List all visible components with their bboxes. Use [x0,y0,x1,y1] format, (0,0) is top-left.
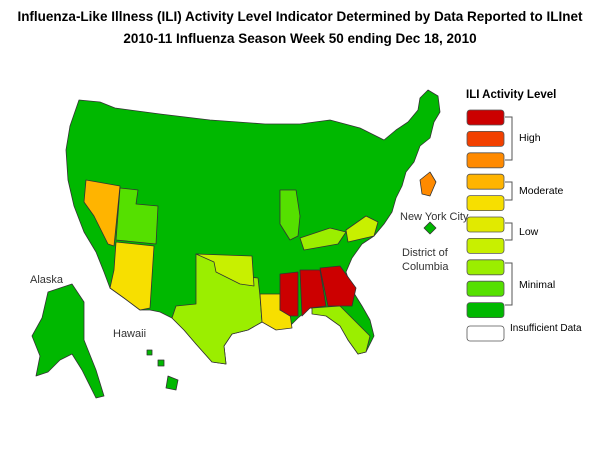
legend-swatch-level-0 [466,325,505,342]
state-hawaii-3 [165,375,179,391]
legend-swatch-level-8 [466,152,505,169]
nyc-label: New York City [400,211,469,223]
state-alaska [31,283,105,399]
hawaii-label: Hawaii [113,328,146,340]
legend: ILI Activity Level High Moderate Low Min… [466,89,582,342]
state-utah [115,187,159,245]
map-subtitle: 2010-11 Influenza Season Week 50 ending … [123,31,477,46]
legend-swatch-level-6 [466,195,505,212]
state-virginia [345,215,379,243]
legend-swatch-level-5 [466,216,505,233]
legend-swatch-level-4 [466,237,505,254]
state-new-jersey-nyc [419,171,437,197]
legend-swatch-level-1 [466,302,505,319]
legend-label-insufficient: Insufficient Data [510,323,582,334]
legend-label-minimal: Minimal [519,279,555,291]
alaska-label: Alaska [30,274,64,286]
state-kentucky [299,227,347,251]
legend-brackets [505,116,513,306]
state-mississippi [279,271,299,317]
state-alabama [299,269,327,317]
state-arizona [109,241,155,311]
legend-swatch-level-10 [466,109,505,126]
state-florida [311,305,371,355]
legend-label-high: High [519,132,541,144]
state-oklahoma [195,253,255,287]
state-hawaii-2 [157,359,165,367]
dc-marker [423,221,437,235]
state-georgia [319,265,357,307]
legend-label-moderate: Moderate [519,185,564,197]
legend-title: ILI Activity Level [466,89,556,101]
legend-label-low: Low [519,226,539,238]
state-hawaii-1 [146,349,153,356]
dc-label-line1: District of [402,247,449,259]
state-nevada [83,179,121,247]
legend-swatch-level-3 [466,259,505,276]
dc-label-line2: Columbia [402,261,449,273]
map-title: Influenza-Like Illness (ILI) Activity Le… [17,9,583,24]
legend-swatch-level-2 [466,280,505,297]
legend-swatch-level-9 [466,130,505,147]
legend-swatch-level-7 [466,173,505,190]
state-illinois [279,189,301,241]
